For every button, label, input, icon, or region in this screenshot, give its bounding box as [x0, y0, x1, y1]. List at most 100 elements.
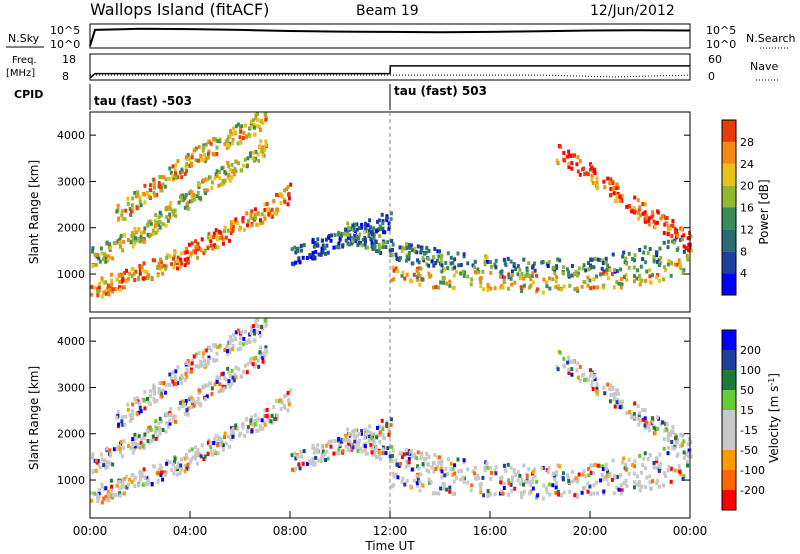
velocity-echo-point: [555, 364, 559, 369]
velocity-echo-point: [567, 371, 571, 375]
velocity-echo-point: [189, 459, 192, 464]
velocity-echo-point: [185, 410, 189, 415]
colorbar-cell: [722, 273, 736, 295]
velocity-echo-point: [485, 461, 489, 466]
power-echo-point: [167, 176, 171, 181]
velocity-echo-point: [231, 434, 235, 439]
power-colorbar-label: Power [dB]: [757, 179, 771, 244]
velocity-echo-point: [136, 399, 140, 404]
power-echo-point: [213, 176, 217, 181]
x-tick-label: 00:00: [673, 524, 708, 538]
velocity-echo-point: [261, 326, 265, 331]
velocity-echo-point: [256, 358, 260, 363]
power-echo-point: [621, 254, 625, 259]
velocity-echo-point: [231, 375, 235, 380]
power-echo-point: [210, 185, 214, 190]
power-echo-point: [160, 188, 164, 193]
velocity-echo-point: [617, 391, 620, 396]
velocity-echo-point: [133, 397, 137, 401]
velocity-echo-point: [369, 443, 373, 448]
power-echo-point: [567, 149, 571, 154]
power-echo-point: [663, 265, 666, 270]
power-echo-point: [122, 239, 126, 244]
velocity-echo-point: [100, 484, 104, 489]
velocity-echo-point: [560, 493, 564, 498]
velocity-echo-point: [270, 413, 274, 418]
velocity-echo-point: [462, 458, 466, 463]
power-echo-point: [494, 258, 498, 263]
power-echo-point: [140, 264, 144, 269]
power-echo-point: [558, 144, 562, 149]
power-echo-point: [504, 262, 508, 267]
power-echo-point: [589, 265, 593, 269]
velocity-echo-point: [371, 452, 375, 457]
power-echo-point: [127, 238, 130, 242]
power-echo-point: [135, 206, 139, 211]
power-echo-point: [323, 246, 327, 251]
velocity-echo-point: [332, 451, 336, 456]
power-echo-point: [261, 220, 265, 225]
power-echo-point: [570, 264, 574, 268]
power-echo-point: [200, 237, 204, 242]
velocity-echo-point: [554, 490, 558, 495]
power-echo-point: [172, 212, 176, 217]
power-echo-point: [356, 243, 360, 247]
velocity-echo-point: [566, 473, 569, 478]
power-echo-point: [369, 225, 373, 230]
power-echo-point: [324, 237, 328, 242]
velocity-echo-point: [567, 355, 571, 360]
power-echo-point: [374, 240, 378, 245]
power-echo-point: [338, 236, 342, 241]
power-echo-point: [456, 251, 460, 256]
power-echo-point: [326, 250, 330, 255]
power-echo-point: [479, 284, 483, 289]
velocity-echo-point: [493, 468, 497, 473]
power-echo-point: [676, 233, 680, 238]
power-echo-point: [239, 129, 243, 134]
velocity-echo-point: [183, 463, 187, 468]
power-echo-point: [246, 223, 249, 228]
velocity-echo-point: [121, 422, 125, 427]
velocity-echo-point: [377, 433, 381, 438]
velocity-echo-point: [272, 405, 276, 410]
velocity-echo-point: [522, 463, 526, 468]
power-echo-point: [457, 263, 461, 268]
velocity-echo-point: [146, 397, 149, 401]
velocity-echo-point: [215, 358, 219, 362]
power-echo-point: [189, 253, 192, 258]
power-echo-point: [223, 225, 227, 230]
velocity-echo-point: [185, 466, 189, 471]
velocity-echo-point: [296, 455, 300, 459]
freq-left-tick-bottom: 8: [62, 70, 69, 83]
power-echo-point: [390, 253, 394, 258]
velocity-echo-point: [522, 489, 526, 494]
power-echo-point: [619, 267, 623, 272]
velocity-echo-point: [129, 415, 133, 420]
power-echo-point: [533, 268, 537, 273]
power-echo-point: [215, 145, 219, 150]
power-echo-point: [372, 236, 376, 241]
colorbar-cell: [722, 450, 736, 470]
power-echo-point: [204, 156, 208, 161]
velocity-echo-point: [138, 477, 142, 482]
velocity-echo-point: [311, 446, 315, 450]
power-echo-point: [647, 218, 651, 223]
velocity-echo-point: [179, 376, 182, 381]
velocity-echo-point: [118, 485, 122, 490]
power-echo-point: [682, 244, 686, 249]
power-echo-point: [120, 209, 124, 214]
power-echo-point: [375, 229, 379, 234]
power-echo-point: [138, 239, 142, 244]
colorbar-cell: [722, 370, 736, 390]
velocity-echo-point: [666, 468, 670, 473]
velocity-echo-point: [321, 456, 325, 461]
power-echo-point: [217, 229, 221, 234]
velocity-echo-point: [667, 445, 670, 450]
power-echo-point: [231, 141, 234, 146]
power-echo-point: [670, 234, 674, 238]
velocity-echo-point: [367, 438, 371, 442]
velocity-echo-point: [170, 468, 174, 473]
power-echo-point: [561, 265, 565, 270]
power-echo-point: [578, 172, 582, 177]
power-echo-point: [160, 174, 164, 179]
